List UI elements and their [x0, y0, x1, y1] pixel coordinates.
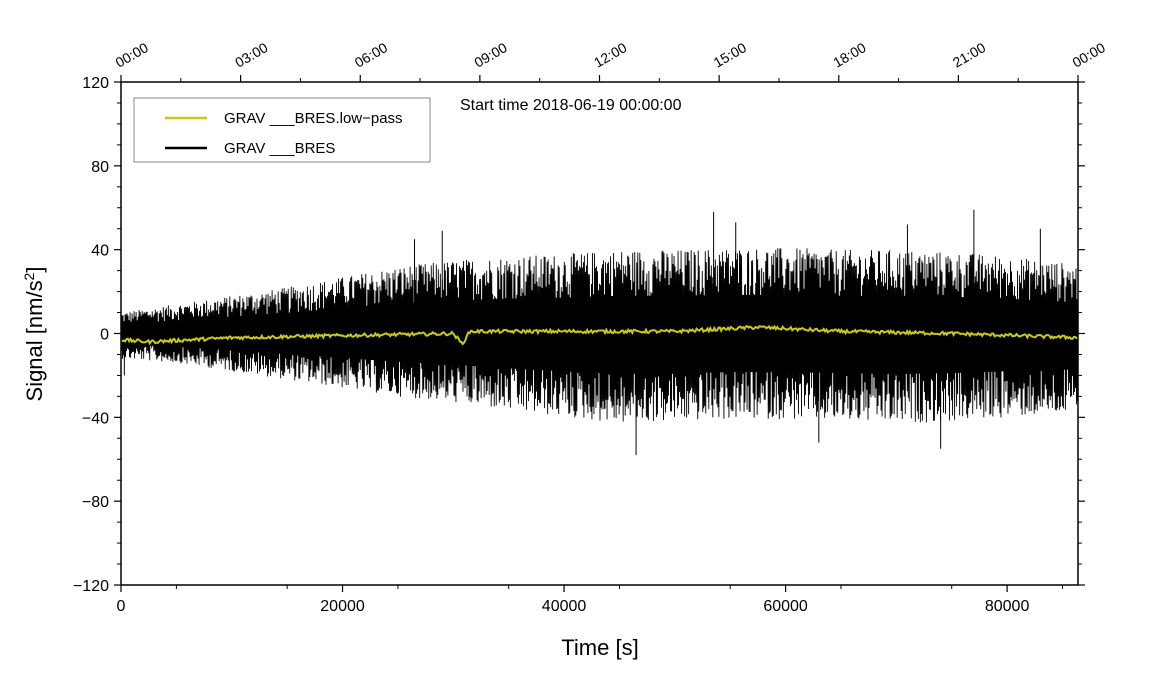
y-tick-label-0: 120 [82, 75, 109, 92]
x-tick-label-2: 40000 [542, 598, 587, 615]
legend-label-raw: GRAV ___BRES [224, 140, 335, 157]
y-tick-label-4: −40 [82, 410, 109, 427]
y-axis-title-main: Signal [nm/s [22, 280, 47, 401]
x-tick-label-3: 60000 [763, 598, 808, 615]
legend-box [133, 97, 431, 163]
y-tick-label-2: 40 [91, 243, 109, 260]
x-tick-label-0: 0 [117, 598, 126, 615]
y-axis-title-superscript: 2 [21, 272, 37, 280]
legend-label-lowpass: GRAV ___BRES.low−pass [224, 110, 403, 127]
y-tick-label-1: 80 [91, 159, 109, 176]
series-lowpass-line [121, 324, 1078, 346]
y-tick-label-3: 0 [100, 327, 109, 344]
plot-data-layer [121, 209, 1078, 456]
y-tick-label-5: −80 [82, 494, 109, 511]
legend: GRAV ___BRES.low−pass GRAV ___BRES [133, 97, 431, 163]
plot-series-group [121, 209, 1078, 456]
x-tick-label-4: 80000 [985, 598, 1030, 615]
x-axis-title: Time [s] [561, 635, 638, 660]
y-axis-title: Signal [nm/s2] [21, 267, 47, 402]
series-raw-core [121, 294, 1078, 375]
start-time-annotation: Start time 2018-06-19 00:00:00 [460, 97, 682, 114]
y-axis-title-end: ] [22, 267, 47, 273]
y-tick-label-6: −120 [73, 578, 109, 595]
x-tick-label-1: 20000 [320, 598, 365, 615]
